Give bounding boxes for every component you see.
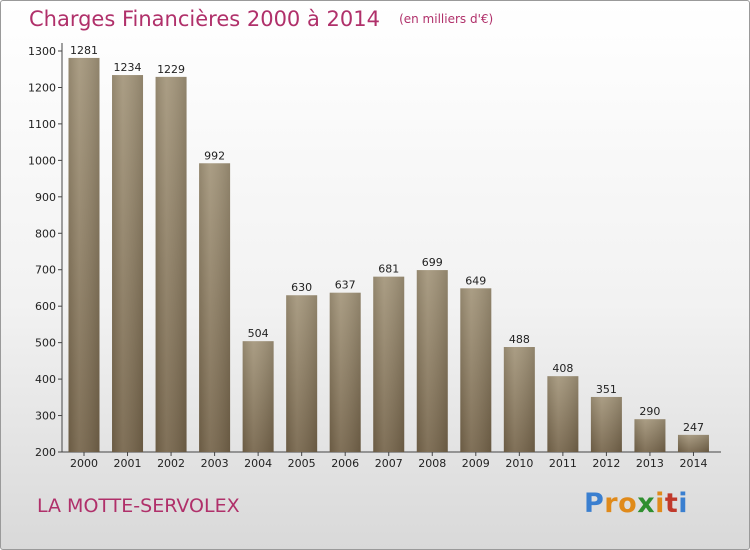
bar-shade bbox=[590, 396, 622, 452]
bar-shade bbox=[155, 76, 187, 453]
bar-shade bbox=[112, 75, 144, 452]
y-tick-label: 500 bbox=[35, 337, 56, 350]
title-row: Charges Financières 2000 à 2014 (en mill… bbox=[29, 7, 493, 31]
x-tick-label: 2005 bbox=[288, 457, 316, 470]
x-tick-label: 2002 bbox=[157, 457, 185, 470]
x-tick-label: 2014 bbox=[679, 457, 707, 470]
x-tick-label: 2008 bbox=[418, 457, 446, 470]
y-tick-label: 400 bbox=[35, 373, 56, 386]
logo-letter: t bbox=[664, 488, 679, 519]
bar-shade bbox=[547, 376, 579, 452]
y-tick-label: 700 bbox=[35, 264, 56, 277]
y-tick-label: 1100 bbox=[28, 118, 56, 131]
data-label: 699 bbox=[422, 256, 443, 269]
data-label: 247 bbox=[683, 421, 704, 434]
bar-shade bbox=[199, 163, 231, 452]
data-label: 630 bbox=[291, 281, 312, 294]
y-tick-label: 800 bbox=[35, 227, 56, 240]
data-label: 1281 bbox=[70, 44, 98, 57]
y-tick-label: 300 bbox=[35, 410, 56, 423]
bar-shade bbox=[460, 288, 492, 452]
data-label: 992 bbox=[204, 149, 225, 162]
x-tick-label: 2004 bbox=[244, 457, 272, 470]
x-tick-label: 2001 bbox=[114, 457, 142, 470]
chart-subtitle: (en milliers d'€) bbox=[399, 12, 494, 26]
bar-shade bbox=[416, 270, 448, 452]
proxiti-logo: Proxiti bbox=[584, 488, 688, 519]
y-tick-label: 1300 bbox=[28, 45, 56, 58]
y-tick-label: 900 bbox=[35, 191, 56, 204]
y-tick-label: 200 bbox=[35, 446, 56, 459]
bar-shade bbox=[503, 347, 535, 452]
data-label: 637 bbox=[335, 279, 356, 292]
bar-shade bbox=[68, 57, 100, 453]
data-label: 351 bbox=[596, 383, 617, 396]
data-label: 290 bbox=[639, 405, 660, 418]
x-tick-label: 2006 bbox=[331, 457, 359, 470]
bar-shade bbox=[242, 341, 274, 452]
x-tick-label: 2000 bbox=[70, 457, 98, 470]
data-label: 1234 bbox=[114, 61, 142, 74]
bar-shade bbox=[329, 292, 361, 452]
logo-letter: i bbox=[655, 488, 665, 519]
logo-letter: o bbox=[618, 488, 638, 519]
x-tick-label: 2007 bbox=[375, 457, 403, 470]
bar-shade bbox=[634, 419, 666, 452]
x-tick-label: 2003 bbox=[201, 457, 229, 470]
commune-name: LA MOTTE-SERVOLEX bbox=[37, 495, 240, 517]
bar-shade bbox=[373, 276, 405, 452]
x-tick-label: 2010 bbox=[505, 457, 533, 470]
data-label: 504 bbox=[248, 327, 269, 340]
bar-shade bbox=[677, 434, 709, 452]
x-tick-label: 2013 bbox=[636, 457, 664, 470]
y-tick-label: 1200 bbox=[28, 81, 56, 94]
logo-letter: x bbox=[637, 488, 656, 519]
x-tick-label: 2012 bbox=[592, 457, 620, 470]
x-tick-label: 2011 bbox=[549, 457, 577, 470]
logo-letter: r bbox=[604, 488, 619, 519]
bar-shade bbox=[286, 295, 318, 452]
logo-letter: P bbox=[584, 488, 605, 519]
data-label: 408 bbox=[552, 362, 573, 375]
data-label: 649 bbox=[465, 274, 486, 287]
y-tick-label: 1000 bbox=[28, 154, 56, 167]
x-tick-label: 2009 bbox=[462, 457, 490, 470]
chart-title: Charges Financières 2000 à 2014 bbox=[29, 7, 380, 31]
logo-letter: i bbox=[678, 488, 689, 519]
y-tick-label: 600 bbox=[35, 300, 56, 313]
data-label: 681 bbox=[378, 263, 399, 276]
data-label: 1229 bbox=[157, 63, 185, 76]
data-label: 488 bbox=[509, 333, 530, 346]
